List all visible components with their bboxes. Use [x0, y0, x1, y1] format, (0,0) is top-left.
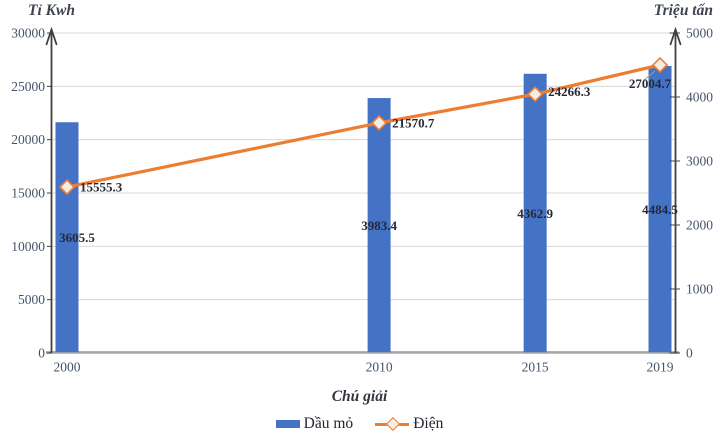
- oil-bar-label: 3983.4: [361, 218, 397, 233]
- right-tick-label: 2000: [686, 218, 713, 233]
- left-tick-label: 25000: [11, 79, 45, 94]
- left-tick-label: 15000: [11, 186, 45, 201]
- line-marker-2019: [651, 56, 669, 74]
- left-tick-label: 10000: [11, 239, 45, 254]
- oil-bar-2015: [523, 73, 547, 353]
- label-leader-line: [643, 70, 656, 81]
- oil-bar-2019: [648, 65, 672, 353]
- x-tick-label: 2010: [366, 360, 393, 375]
- oil-bar-label: 4484.5: [642, 202, 678, 217]
- oil-bar-2010: [367, 98, 391, 353]
- right-tick-label: 3000: [686, 154, 713, 169]
- line-marker-2010: [370, 114, 388, 132]
- electricity-label: 27004.7: [629, 76, 672, 91]
- oil-bar-label: 4362.9: [517, 206, 553, 221]
- right-tick-label: 1000: [686, 282, 713, 297]
- legend-item-oil: Dầu mỏ: [275, 415, 354, 433]
- x-tick-label: 2000: [54, 360, 81, 375]
- legend-title: Chú giải: [331, 388, 388, 405]
- electricity-label: 21570.7: [392, 115, 435, 130]
- oil-bar-label: 3605.5: [59, 230, 95, 245]
- left-tick-label: 20000: [11, 132, 45, 147]
- left-tick-label: 5000: [18, 292, 45, 307]
- legend-item-electricity: Điện: [375, 415, 443, 433]
- oil-bar-2000: [55, 122, 79, 353]
- left-tick-label: 0: [38, 346, 45, 361]
- bar-swatch-icon: [275, 420, 300, 428]
- right-tick-label: 0: [686, 346, 693, 361]
- line-marker-2000: [58, 178, 76, 196]
- legend-label-electricity: Điện: [413, 415, 444, 432]
- electricity-label: 24266.3: [548, 84, 591, 99]
- right-axis-arrow-icon: [669, 26, 682, 46]
- right-tick-label: 5000: [686, 26, 713, 41]
- left-axis-title: Tỉ Kwh: [28, 2, 75, 19]
- right-tick-label: 4000: [686, 90, 713, 105]
- legend-items: Dầu mỏ Điện: [0, 415, 719, 433]
- right-axis-title: Triệu tấn: [653, 2, 713, 19]
- legend: Chú giải Dầu mỏ Điện: [0, 388, 719, 433]
- left-axis-arrow-icon: [45, 26, 58, 46]
- legend-label-oil: Dầu mỏ: [303, 415, 354, 432]
- line-marker-2015: [527, 86, 544, 103]
- electricity-line: [66, 63, 661, 189]
- diamond-marker-icon: [386, 416, 401, 431]
- x-tick-label: 2015: [522, 360, 549, 375]
- x-tick-label: 2019: [647, 360, 674, 375]
- line-swatch-icon: [375, 416, 410, 431]
- electricity-label: 15555.3: [80, 180, 123, 195]
- left-tick-label: 30000: [11, 26, 45, 41]
